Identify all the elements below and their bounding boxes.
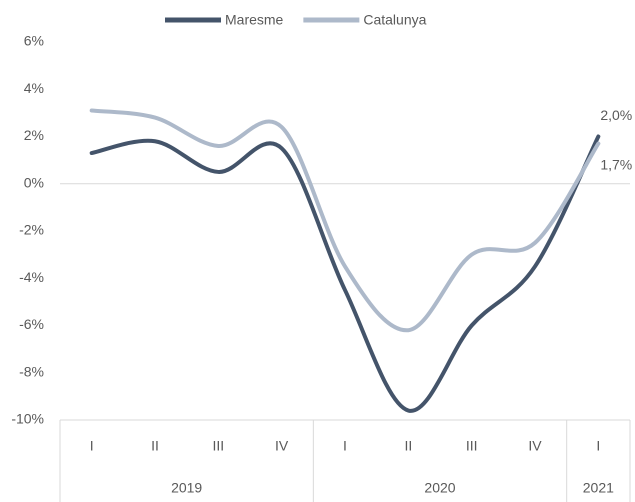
x-tick-label: I — [90, 438, 94, 454]
x-group-label: 2021 — [583, 480, 614, 496]
x-tick-label: I — [343, 438, 347, 454]
x-tick-label: I — [596, 438, 600, 454]
x-tick-label: III — [466, 438, 478, 454]
y-tick-label: 0% — [24, 174, 44, 190]
y-tick-label: -8% — [19, 363, 44, 379]
x-tick-label: IV — [528, 438, 542, 454]
y-tick-label: -4% — [19, 269, 44, 285]
y-tick-label: 2% — [24, 127, 44, 143]
x-group-label: 2020 — [424, 480, 455, 496]
y-tick-label: 4% — [24, 80, 44, 96]
y-tick-label: 6% — [24, 33, 44, 49]
legend-label: Maresme — [225, 12, 284, 28]
data-label: 1,7% — [600, 156, 632, 172]
x-tick-label: IV — [275, 438, 289, 454]
data-label: 2,0% — [600, 107, 632, 123]
x-group-label: 2019 — [171, 480, 202, 496]
y-tick-label: -6% — [19, 316, 44, 332]
y-tick-label: -10% — [11, 411, 44, 427]
legend-label: Catalunya — [363, 12, 426, 28]
x-tick-label: III — [212, 438, 224, 454]
x-tick-label: II — [151, 438, 159, 454]
x-tick-label: II — [404, 438, 412, 454]
series-line — [89, 108, 601, 333]
y-tick-label: -2% — [19, 222, 44, 238]
series-line — [89, 134, 601, 413]
